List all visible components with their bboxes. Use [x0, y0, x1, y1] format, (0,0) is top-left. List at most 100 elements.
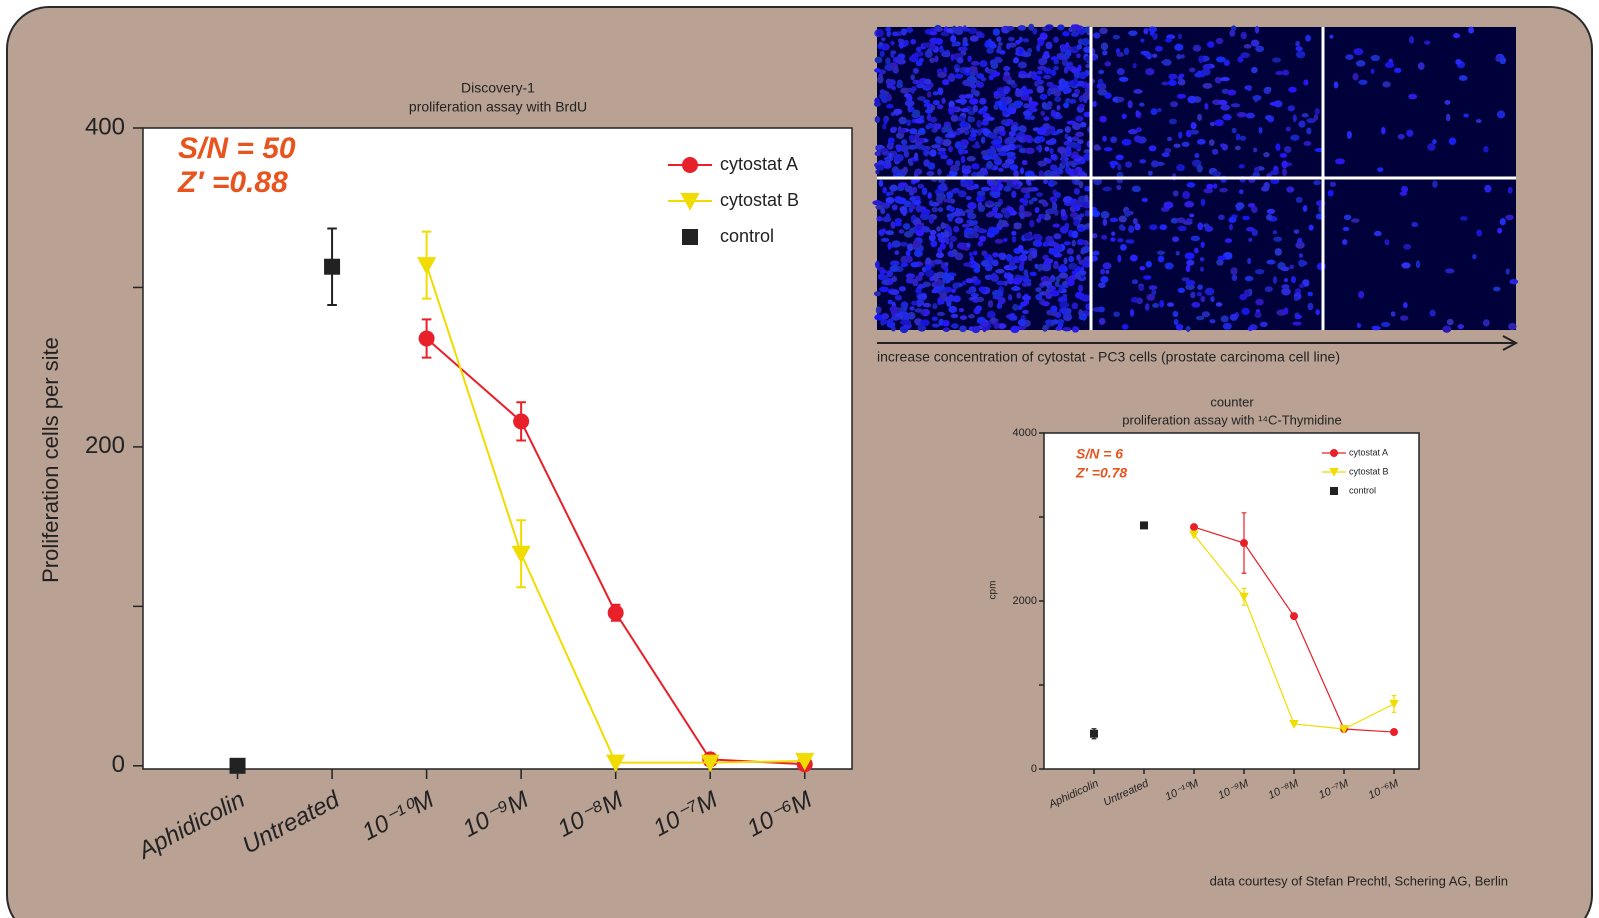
cell: [1231, 127, 1237, 134]
cell: [899, 319, 909, 325]
point: [417, 257, 437, 275]
cell: [1206, 183, 1214, 190]
cell: [1140, 50, 1150, 56]
cell: [1055, 275, 1061, 283]
cell: [1327, 189, 1334, 197]
cell: [984, 326, 991, 331]
cell: [1035, 287, 1042, 293]
cell: [1066, 308, 1072, 315]
cell: [948, 305, 958, 313]
cell: [886, 318, 894, 326]
cell: [1136, 297, 1144, 305]
cell: [1073, 188, 1080, 195]
cell: [1121, 323, 1129, 330]
cell: [951, 42, 956, 47]
cell: [1021, 250, 1029, 255]
cell: [1298, 259, 1306, 267]
cell: [1245, 112, 1255, 119]
cell: [1036, 192, 1043, 197]
cell: [966, 242, 971, 248]
cell: [997, 323, 1007, 329]
cell: [1065, 160, 1070, 169]
cell: [970, 293, 979, 298]
cell: [973, 90, 980, 97]
cell: [1152, 303, 1160, 309]
cell: [1201, 311, 1211, 318]
cell: [889, 289, 900, 296]
cell: [1017, 61, 1027, 69]
cell: [999, 50, 1006, 55]
cell: [905, 250, 911, 257]
cell: [879, 269, 887, 275]
cell: [1037, 65, 1047, 71]
cell: [885, 57, 891, 65]
cell: [1046, 100, 1053, 108]
cell: [1078, 270, 1087, 276]
cell: [949, 241, 954, 250]
cell: [890, 315, 901, 321]
cell: [1229, 313, 1238, 321]
cell: [915, 299, 923, 307]
cell: [1075, 80, 1085, 87]
cell: [885, 26, 892, 32]
cell: [1270, 170, 1280, 176]
legend-label: cytostat A: [720, 154, 798, 174]
cell: [941, 272, 951, 280]
point: [795, 753, 815, 771]
cell: [897, 128, 907, 134]
cell: [971, 171, 979, 179]
cell: [1062, 326, 1072, 332]
cell: [1157, 255, 1165, 263]
cell: [937, 72, 947, 79]
cell: [874, 68, 881, 73]
cell: [965, 195, 972, 200]
cell: [1008, 130, 1016, 137]
cell: [874, 97, 880, 105]
cell: [920, 319, 930, 327]
cell: [1049, 87, 1059, 94]
cell: [1221, 143, 1228, 151]
cell: [893, 171, 898, 177]
cell: [1048, 248, 1058, 255]
cell: [1301, 113, 1309, 118]
cell: [1216, 259, 1224, 266]
cell: [914, 118, 924, 124]
cell: [1185, 284, 1195, 291]
cell: [1008, 36, 1015, 42]
cell: [1266, 214, 1273, 221]
cell: [1252, 94, 1262, 101]
cell: [1050, 109, 1057, 118]
cell: [979, 97, 987, 105]
cell: [1243, 289, 1250, 298]
cell: [950, 164, 960, 173]
cell: [1329, 181, 1337, 187]
cell: [1127, 100, 1133, 109]
cell: [893, 154, 904, 162]
cell: [1019, 212, 1026, 220]
cell: [946, 225, 952, 232]
cell: [1057, 55, 1067, 61]
cell: [889, 260, 900, 267]
cell: [1050, 69, 1057, 76]
cell: [1034, 80, 1039, 87]
cell: [986, 47, 994, 54]
cell: [1018, 73, 1028, 79]
cell: [1039, 93, 1048, 100]
cell: [1073, 70, 1081, 79]
cell: [941, 138, 952, 147]
cell: [946, 278, 951, 284]
cell: [1076, 239, 1085, 246]
cell: [1288, 86, 1297, 93]
cell: [1036, 85, 1045, 94]
cell: [923, 102, 933, 108]
point: [606, 754, 626, 773]
cell: [1152, 53, 1158, 59]
cell: [1196, 164, 1203, 173]
cell: [942, 327, 950, 332]
cell: [1202, 63, 1212, 70]
cell: [1432, 180, 1438, 188]
cell: [1125, 239, 1132, 244]
cell: [1021, 159, 1028, 166]
cell: [1028, 23, 1035, 31]
cell: [1484, 184, 1492, 193]
